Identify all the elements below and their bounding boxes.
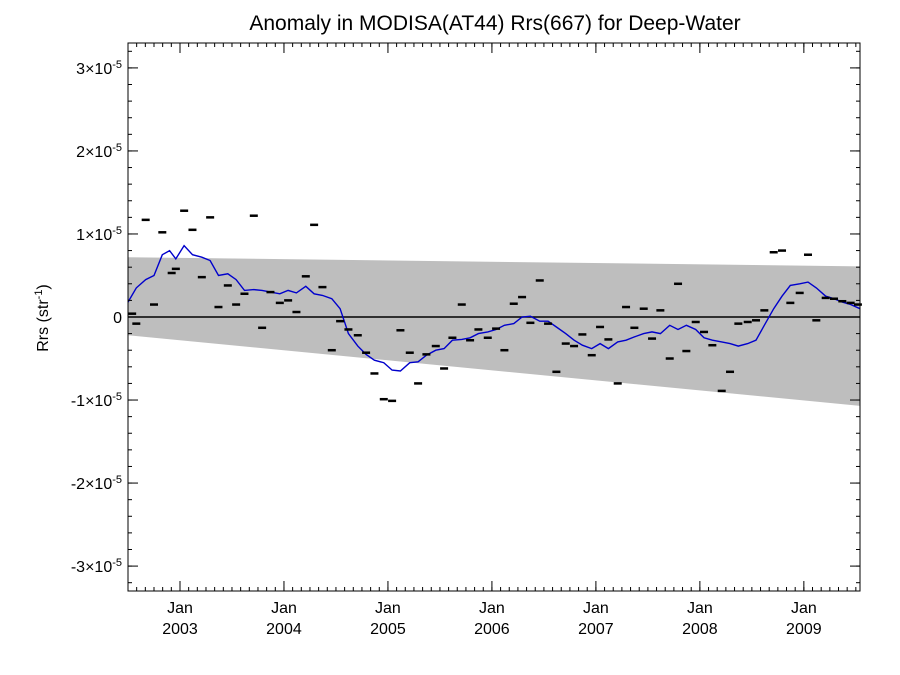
x-tick-year: 2008	[682, 621, 718, 638]
x-tick-year: 2004	[266, 621, 302, 638]
x-tick-month: Jan	[791, 600, 817, 617]
uncertainty-band	[128, 257, 860, 406]
y-tick-label: -2×10-5	[71, 474, 122, 493]
y-tick-exponent: -5	[112, 59, 122, 71]
y-tick-label: 2×10-5	[76, 142, 122, 161]
y-tick-label: 1×10-5	[76, 225, 122, 244]
y-axis-label-close: )	[35, 284, 52, 289]
y-axis-label-main: Rrs (str	[35, 299, 52, 352]
y-tick-mantissa: -2×10	[71, 476, 112, 493]
y-tick-exponent: -5	[112, 474, 122, 486]
y-tick-exponent: -5	[112, 142, 122, 154]
y-tick-mantissa: 2×10	[76, 144, 112, 161]
y-tick-exponent: -5	[112, 557, 122, 569]
x-tick-month: Jan	[375, 600, 401, 617]
y-tick-mantissa: 0	[113, 310, 122, 327]
x-tick-year: 2009	[786, 621, 822, 638]
y-tick-mantissa: 3×10	[76, 61, 112, 78]
x-tick-year: 2005	[370, 621, 406, 638]
chart-title: Anomaly in MODISA(AT44) Rrs(667) for Dee…	[249, 12, 740, 35]
x-tick-year: 2007	[578, 621, 614, 638]
y-axis-label-exp: -1	[33, 290, 45, 300]
y-tick-exponent: -5	[112, 225, 122, 237]
y-tick-label: -3×10-5	[71, 557, 122, 576]
y-tick-label: 3×10-5	[76, 59, 122, 78]
x-tick-month: Jan	[583, 600, 609, 617]
y-tick-mantissa: -1×10	[71, 393, 112, 410]
x-tick-month: Jan	[271, 600, 297, 617]
y-axis-label: Rrs (str-1)	[33, 284, 52, 352]
y-tick-mantissa: -3×10	[71, 559, 112, 576]
x-tick-month: Jan	[167, 600, 193, 617]
x-tick-month: Jan	[687, 600, 713, 617]
x-tick-year: 2006	[474, 621, 510, 638]
y-tick-label: -1×10-5	[71, 391, 122, 410]
y-tick-exponent: -5	[112, 391, 122, 403]
y-tick-mantissa: 1×10	[76, 227, 112, 244]
y-tick-label: 0	[113, 310, 122, 327]
running-mean-line	[127, 244, 861, 372]
x-tick-month: Jan	[479, 600, 505, 617]
x-tick-year: 2003	[162, 621, 198, 638]
